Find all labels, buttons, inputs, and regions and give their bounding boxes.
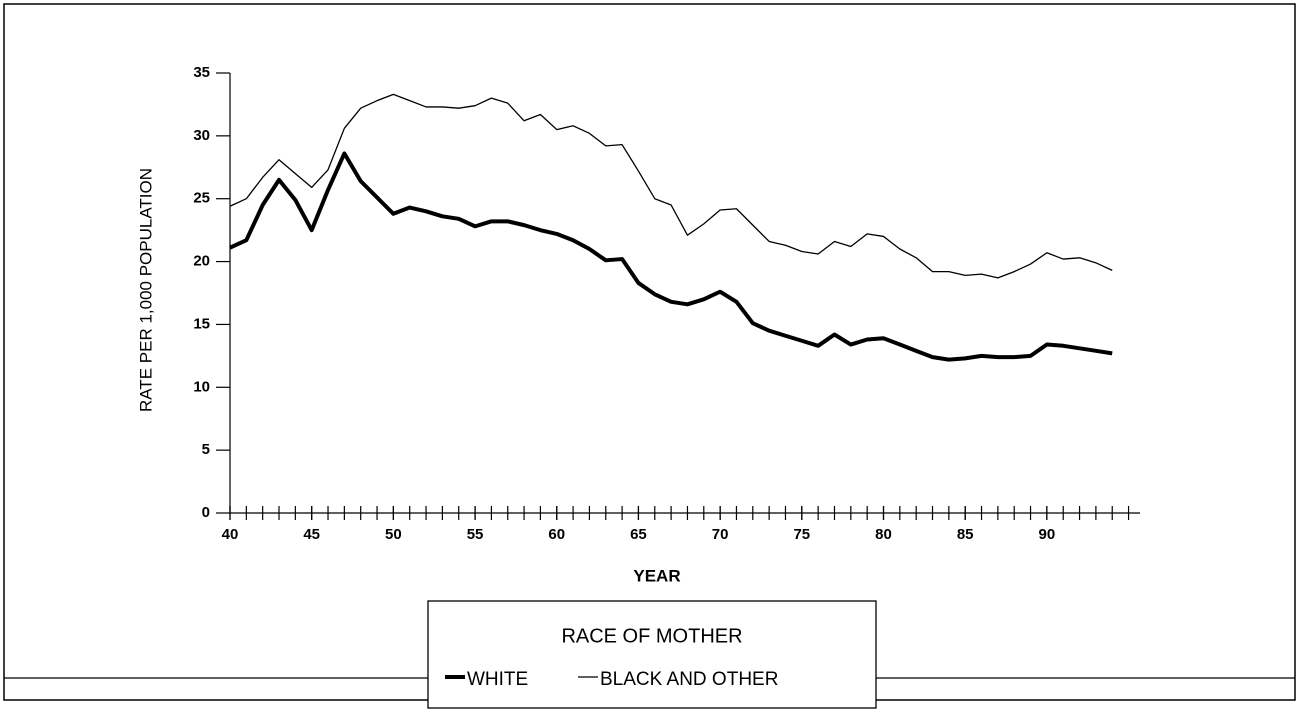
y-tick-label: 5 (202, 441, 210, 458)
y-tick-label: 20 (193, 253, 210, 270)
y-tick-label: 25 (193, 190, 210, 207)
x-tick-label: 50 (385, 526, 402, 543)
y-tick-label: 15 (193, 315, 210, 332)
legend-label: BLACK AND OTHER (600, 669, 778, 690)
legend-box (427, 600, 877, 709)
y-tick-label: 35 (193, 64, 210, 81)
x-tick-label: 65 (630, 526, 647, 543)
legend-label: WHITE (467, 669, 528, 690)
y-tick-label: 30 (193, 127, 210, 144)
x-tick-label: 70 (712, 526, 729, 543)
x-tick-label: 55 (467, 526, 484, 543)
x-tick-label: 85 (957, 526, 974, 543)
x-tick-label: 60 (548, 526, 565, 543)
x-axis-label: YEAR (633, 566, 680, 585)
legend-title: RACE OF MOTHER (561, 625, 742, 647)
x-tick-label: 80 (875, 526, 892, 543)
y-tick-label: 0 (202, 504, 210, 521)
series-line (229, 93, 1113, 279)
x-tick-label: 40 (222, 526, 239, 543)
x-tick-label: 45 (303, 526, 320, 543)
x-tick-label: 75 (793, 526, 810, 543)
series-line (229, 151, 1113, 362)
y-tick-label: 10 (193, 378, 210, 395)
y-axis-label: RATE PER 1,000 POPULATION (136, 168, 155, 412)
x-tick-label: 90 (1039, 526, 1056, 543)
